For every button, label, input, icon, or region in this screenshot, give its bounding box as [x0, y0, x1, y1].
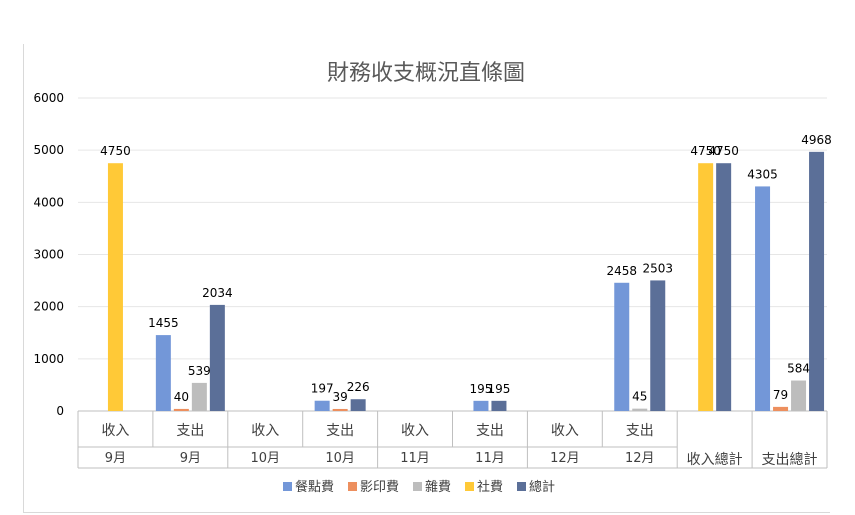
legend-swatch — [517, 482, 526, 491]
y-tick-label: 1000 — [33, 352, 64, 366]
data-label: 539 — [188, 364, 211, 378]
legend-label: 影印費 — [360, 480, 399, 495]
legend-swatch — [283, 482, 292, 491]
y-tick-label: 0 — [56, 404, 64, 418]
data-label: 2458 — [606, 264, 637, 278]
legend-label: 社費 — [477, 479, 503, 495]
legend-swatch — [348, 482, 357, 491]
data-label: 4750 — [708, 144, 739, 158]
data-label: 195 — [487, 382, 510, 396]
x-category-label: 收入 — [251, 423, 279, 439]
chart-frame — [23, 44, 830, 513]
x-group-label: 9月 — [180, 451, 201, 466]
y-tick-label: 5000 — [33, 143, 64, 157]
x-group-label: 12月 — [625, 451, 655, 466]
y-tick-label: 2000 — [33, 300, 64, 314]
data-label: 584 — [787, 362, 810, 376]
bar — [173, 408, 189, 411]
x-group-label: 10月 — [325, 451, 355, 466]
x-category-label: 支出 — [176, 423, 204, 439]
legend: 餐點費 影印費 雜費 社費 總計 — [283, 479, 555, 495]
legend-swatch — [413, 482, 422, 491]
data-label: 79 — [773, 388, 788, 402]
bar — [773, 406, 789, 411]
bar — [191, 382, 207, 411]
x-category-label: 收入 — [551, 423, 579, 439]
x-group-label: 11月 — [475, 451, 505, 466]
bar — [107, 163, 123, 411]
data-label: 4305 — [747, 167, 778, 181]
x-category-label: 收入 — [401, 423, 429, 439]
x-category-label: 支出總計 — [762, 451, 818, 468]
data-label: 4968 — [801, 133, 832, 147]
bar — [314, 400, 330, 411]
bar — [155, 335, 171, 411]
x-group-label: 11月 — [400, 451, 430, 466]
bar — [332, 408, 348, 411]
bar — [698, 163, 714, 411]
data-label: 45 — [632, 390, 647, 404]
data-label: 2503 — [642, 261, 673, 275]
data-label: 195 — [469, 382, 492, 396]
bar — [716, 163, 732, 411]
bar — [755, 186, 771, 411]
x-category-label: 支出 — [326, 423, 354, 439]
legend-swatch — [465, 482, 474, 491]
bar — [350, 399, 366, 411]
x-category-label: 收入總計 — [687, 451, 743, 468]
bar — [791, 380, 807, 411]
bar — [209, 304, 225, 411]
x-category-label: 支出 — [476, 423, 504, 439]
data-label: 197 — [311, 382, 334, 396]
data-label: 4750 — [100, 144, 131, 158]
data-label: 226 — [347, 380, 370, 394]
bar — [614, 282, 630, 411]
bar — [491, 400, 507, 411]
bar — [473, 400, 489, 411]
bars — [107, 151, 825, 411]
data-label: 39 — [333, 390, 348, 404]
y-tick-label: 4000 — [33, 195, 64, 209]
x-group-label: 12月 — [550, 451, 580, 466]
data-label: 2034 — [202, 286, 233, 300]
chart-title: 財務收支概況直條圖 — [327, 61, 525, 86]
bar — [650, 280, 666, 411]
y-tick-label: 3000 — [33, 248, 64, 262]
y-axis: 0 1000 2000 3000 4000 5000 6000 — [33, 91, 64, 418]
x-group-label: 9月 — [105, 451, 126, 466]
legend-label: 餐點費 — [295, 479, 334, 495]
legend-label: 總計 — [529, 479, 555, 495]
bar — [632, 408, 648, 411]
bar — [809, 151, 825, 411]
legend-label: 雜費 — [425, 480, 451, 495]
y-tick-label: 6000 — [33, 91, 64, 105]
data-label: 1455 — [148, 316, 179, 330]
data-label: 40 — [174, 390, 189, 404]
x-category-label: 支出 — [626, 423, 654, 439]
x-group-label: 10月 — [250, 451, 280, 466]
data-label: 4750 — [690, 144, 721, 158]
x-category-label: 收入 — [101, 423, 129, 439]
